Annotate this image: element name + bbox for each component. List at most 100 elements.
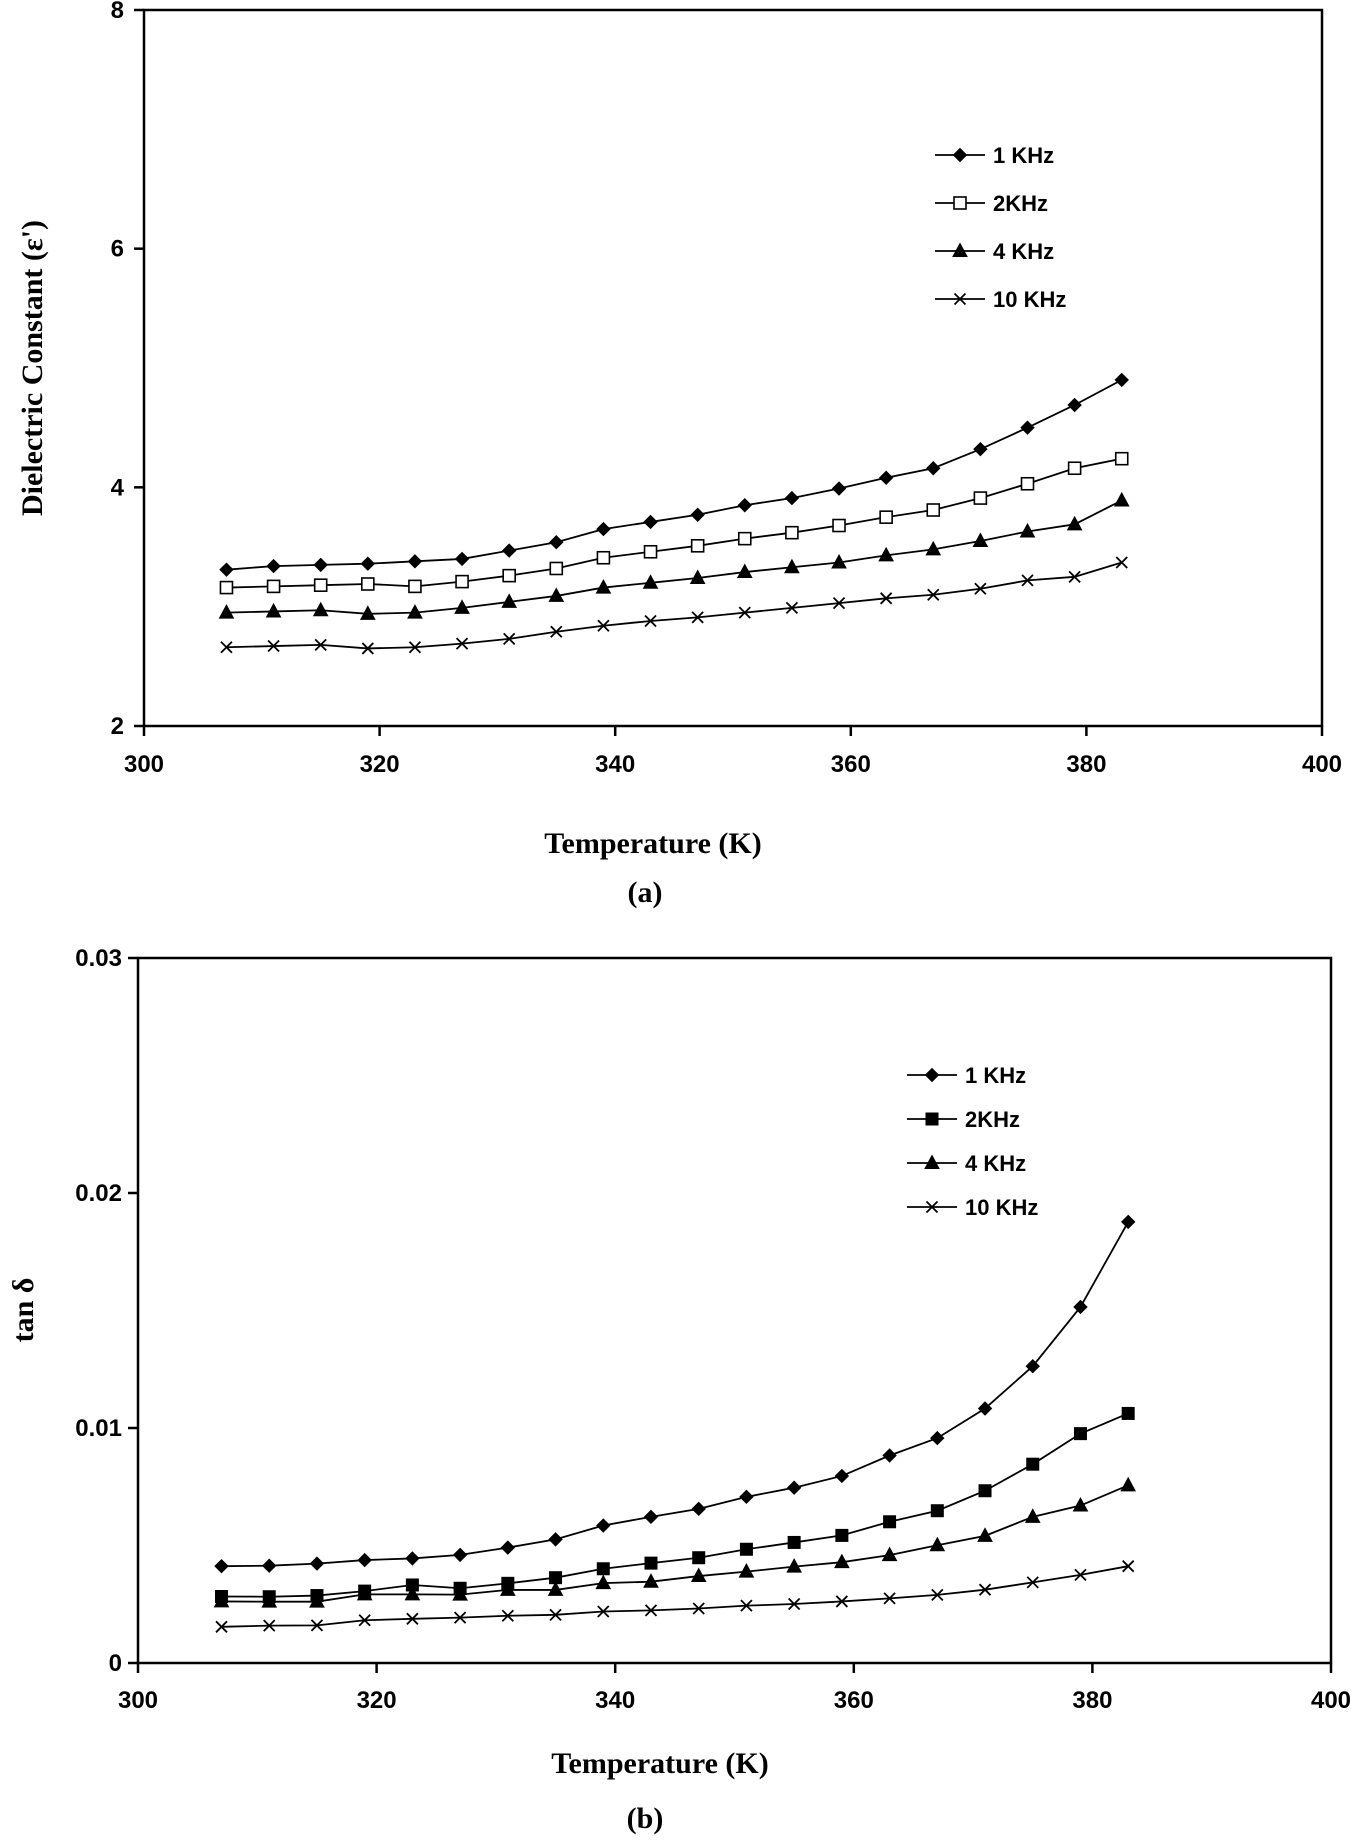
data-point <box>266 579 281 594</box>
panel-label-b: (b) <box>627 1802 664 1835</box>
data-point <box>831 553 847 569</box>
legend-marker <box>953 196 967 210</box>
data-point <box>452 1547 468 1563</box>
series-line-2khz <box>226 457 1122 589</box>
data-point <box>501 593 518 608</box>
data-point <box>454 551 470 567</box>
series-line-1-khz <box>226 379 1123 571</box>
data-point <box>314 638 327 651</box>
data-point <box>407 604 423 619</box>
x-tick-label: 300 <box>118 1687 158 1714</box>
data-point <box>835 1528 849 1542</box>
data-point <box>309 1593 325 1608</box>
data-point <box>213 1592 230 1608</box>
data-point <box>692 1551 706 1565</box>
x-tick-label: 320 <box>357 1687 397 1714</box>
data-point <box>927 588 940 601</box>
data-point <box>644 1604 658 1617</box>
data-point <box>930 1430 945 1446</box>
data-point <box>1068 570 1081 583</box>
data-point <box>1072 1496 1089 1512</box>
data-point <box>597 619 610 632</box>
data-point <box>787 1535 801 1549</box>
x-tick-label: 340 <box>595 1687 635 1714</box>
data-point <box>1067 461 1082 476</box>
data-point <box>1120 1214 1136 1230</box>
legend-label: 10 KHz <box>993 287 1066 312</box>
data-point <box>405 1551 420 1566</box>
legend-item-10-khz: 10 KHz <box>907 1195 1038 1220</box>
data-point <box>219 580 234 595</box>
y-tick-label: 2 <box>111 713 124 740</box>
data-point <box>360 556 376 571</box>
data-point <box>643 1509 659 1525</box>
series-line-2khz <box>221 1412 1129 1598</box>
series-line-4-khz <box>226 499 1123 615</box>
series-line-1-khz <box>221 1221 1129 1568</box>
data-point <box>1073 1299 1088 1315</box>
data-point <box>1021 574 1034 587</box>
data-point <box>595 1574 612 1590</box>
data-point <box>690 507 705 522</box>
data-point <box>1026 1576 1039 1589</box>
legend-item-1-khz: 1 KHz <box>907 1063 1026 1088</box>
data-point <box>219 562 234 577</box>
data-point <box>785 601 799 614</box>
data-point <box>831 481 847 496</box>
data-point <box>931 1588 944 1601</box>
data-point <box>930 1504 944 1518</box>
data-point <box>692 1602 705 1615</box>
data-point <box>357 1552 372 1568</box>
data-point <box>1020 476 1035 491</box>
data-point <box>736 563 753 579</box>
x-tick-label: 380 <box>1066 751 1106 778</box>
series-4-khz <box>213 1476 1137 1608</box>
data-point <box>549 1608 562 1621</box>
data-point <box>455 574 469 589</box>
plot-frame-b <box>136 956 1333 1665</box>
data-point <box>548 1532 563 1547</box>
series-2khz <box>219 451 1129 595</box>
data-point <box>978 1484 992 1498</box>
series-10-khz <box>215 1560 1135 1633</box>
legend-label: 4 KHz <box>993 239 1054 264</box>
data-point <box>549 561 564 576</box>
data-point <box>266 558 281 574</box>
data-point <box>972 532 989 548</box>
data-point <box>1025 1358 1040 1374</box>
legend-item-4-khz: 4 KHz <box>907 1151 1026 1176</box>
data-point <box>454 599 470 614</box>
data-point <box>547 1581 564 1596</box>
data-point <box>361 642 374 655</box>
y-tick-label: 0.02 <box>75 1180 122 1207</box>
series-line-10-khz <box>221 1565 1129 1628</box>
legend-item-1-khz: 1 KHz <box>935 143 1054 168</box>
data-point <box>883 1515 897 1529</box>
legend-label: 2KHz <box>965 1107 1020 1132</box>
data-point <box>878 470 894 485</box>
data-point <box>501 1609 514 1622</box>
y-tick-label: 6 <box>111 236 124 263</box>
data-point <box>214 1558 229 1574</box>
x-tick-label: 300 <box>124 751 164 778</box>
data-point <box>267 639 280 653</box>
legend-item-2khz: 2KHz <box>907 1107 1020 1132</box>
x-tick-label: 400 <box>1302 751 1342 778</box>
x-tick-label: 360 <box>834 1687 874 1714</box>
data-point <box>596 1562 610 1576</box>
x-axis-title-a: Temperature (K) <box>544 827 761 860</box>
data-point <box>408 641 422 654</box>
data-point <box>834 1553 850 1569</box>
data-point <box>1114 451 1129 466</box>
data-point <box>784 558 800 574</box>
x-axis-b: 300 320 340 360 380 400 <box>118 1663 1351 1714</box>
data-point <box>785 525 799 540</box>
legend-b: 1 KHz 2KHz 4 KHz 10 KHz <box>907 1063 1038 1220</box>
data-point <box>690 1567 707 1583</box>
y-axis-title-b: tan δ <box>7 1278 40 1343</box>
data-point <box>832 518 846 533</box>
data-point <box>926 461 941 476</box>
y-tick-label: 0.01 <box>75 1415 122 1442</box>
data-point <box>786 1480 802 1495</box>
